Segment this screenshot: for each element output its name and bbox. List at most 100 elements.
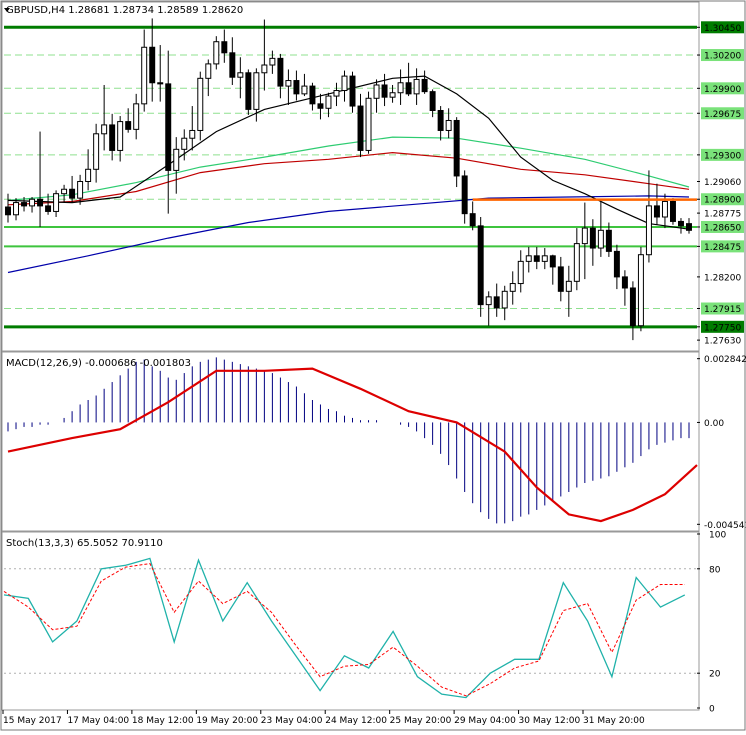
candle-body xyxy=(317,103,324,109)
candle-body xyxy=(229,52,236,78)
candle-body xyxy=(501,290,508,309)
candle-body xyxy=(77,180,84,199)
price-tick-label: 1.28650 xyxy=(704,223,741,233)
candle xyxy=(157,45,164,102)
candle-body xyxy=(413,78,420,95)
candle-body xyxy=(173,148,180,171)
candle xyxy=(101,84,108,151)
candle-body xyxy=(613,250,620,278)
macd-tick-label: 0.00 xyxy=(704,419,724,429)
candle-body xyxy=(677,220,684,227)
price-tick-label: 1.27630 xyxy=(704,337,741,347)
price-tick-label: 1.29060 xyxy=(704,178,741,188)
candle xyxy=(245,69,252,115)
price-tick-label: 1.28775 xyxy=(704,210,741,220)
candle xyxy=(373,79,380,113)
dropdown-triangle-icon[interactable] xyxy=(4,8,10,12)
candle xyxy=(205,59,212,97)
candle xyxy=(85,149,92,191)
candle xyxy=(301,73,308,97)
candle-body xyxy=(293,80,300,95)
candle xyxy=(133,93,140,140)
price-axis: 1.30450 1.30200 1.29900 1.29675 1.29300 1.290… xyxy=(697,21,744,347)
candle-body xyxy=(13,202,20,216)
candle xyxy=(509,271,516,305)
candle-body xyxy=(605,229,612,252)
candle xyxy=(261,19,268,91)
candle xyxy=(485,291,492,326)
price-tick-highlight xyxy=(701,240,744,253)
macd-panel-title: MACD(12,26,9) -0.000686 -0.001803 xyxy=(6,358,191,369)
candle xyxy=(181,129,188,161)
candle-body xyxy=(349,75,356,107)
price-tick-label: 1.27750 xyxy=(704,323,741,333)
candle xyxy=(637,246,644,332)
candle-body xyxy=(261,64,268,74)
candle-body xyxy=(686,223,692,231)
candle xyxy=(253,68,260,122)
candle-body xyxy=(533,255,540,262)
candle-body xyxy=(429,91,436,111)
candle-body xyxy=(629,287,636,327)
candle-body xyxy=(213,41,220,65)
candle-body xyxy=(269,57,276,66)
candle xyxy=(669,198,676,225)
time-tick-label: 19 May 20:00 xyxy=(196,716,258,726)
price-tick-highlight xyxy=(701,82,744,95)
candle xyxy=(357,93,364,158)
candle-body xyxy=(453,119,460,177)
candle-body xyxy=(541,255,548,262)
candle xyxy=(285,69,292,105)
candle-body xyxy=(5,206,11,216)
candle xyxy=(557,256,564,302)
candle xyxy=(125,108,132,133)
candle-body xyxy=(445,119,452,131)
stochastic-panel: 100 80 20 0 Stoch(13,3,3) 65.5052 70.9110 xyxy=(1,531,726,715)
candle xyxy=(405,62,412,97)
candle-body xyxy=(285,80,292,87)
candle-body xyxy=(589,227,596,249)
price-tick-highlight xyxy=(701,107,744,120)
candle-body xyxy=(485,296,492,306)
candle xyxy=(69,175,76,203)
candle xyxy=(469,201,476,231)
candle-body xyxy=(93,133,100,170)
stochastic-tick-label: 80 xyxy=(709,565,721,575)
candle xyxy=(213,36,220,70)
candle xyxy=(333,82,340,107)
candle-body xyxy=(29,198,36,207)
candle-body xyxy=(645,205,652,256)
candle xyxy=(37,131,44,227)
candle-body xyxy=(509,283,516,292)
candle xyxy=(541,248,548,270)
stochastic-panel-title: Stoch(13,3,3) 65.5052 70.9110 xyxy=(6,538,163,549)
candle xyxy=(229,37,236,85)
price-tick-label: 1.29900 xyxy=(704,85,741,95)
candle-body xyxy=(301,85,308,95)
price-tick-highlight xyxy=(701,49,744,62)
candle xyxy=(237,57,244,99)
candle-body xyxy=(53,193,60,212)
candle-body xyxy=(549,255,556,268)
price-tick-highlight xyxy=(701,320,744,333)
candle xyxy=(109,113,116,161)
candle-body xyxy=(157,82,164,85)
candle xyxy=(501,285,508,321)
time-tick-label: 23 May 04:00 xyxy=(261,716,323,726)
candle xyxy=(317,93,324,120)
stochastic-tick-label: 0 xyxy=(709,705,715,715)
stochastic-tick-label: 20 xyxy=(709,670,721,680)
candle-body xyxy=(45,205,52,212)
candle xyxy=(61,184,68,203)
candle xyxy=(549,254,556,285)
candle xyxy=(13,198,20,221)
price-tick-label: 1.30200 xyxy=(704,52,741,62)
candle xyxy=(221,29,228,63)
candle xyxy=(293,70,300,101)
candle-body xyxy=(245,72,252,110)
candle-body xyxy=(221,41,228,54)
candle xyxy=(573,228,580,291)
candle xyxy=(381,73,388,107)
